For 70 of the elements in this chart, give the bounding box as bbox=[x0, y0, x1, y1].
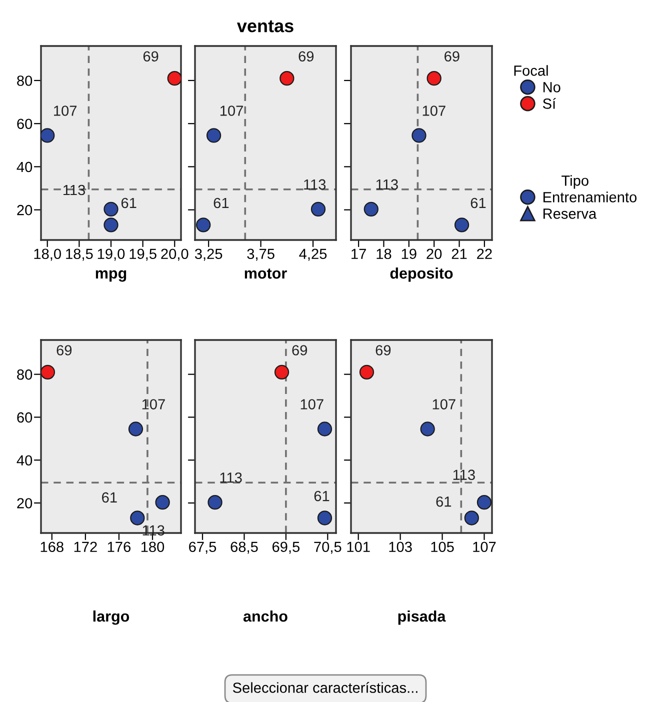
y-tick-label: 80 bbox=[17, 369, 32, 380]
x-tick-label: 68,5 bbox=[230, 542, 258, 554]
x-tick-label: 3,75 bbox=[247, 248, 274, 261]
text: Seleccionar características... bbox=[232, 682, 418, 693]
x-tick-label: 3,25 bbox=[194, 248, 222, 261]
x-tick-label: 69,5 bbox=[272, 542, 300, 554]
x-tick-label: 172 bbox=[74, 542, 97, 552]
text: Reserva bbox=[543, 208, 597, 219]
annotation: 113 bbox=[304, 179, 326, 190]
annotation: 61 bbox=[102, 492, 117, 503]
x-tick-label: 18,5 bbox=[66, 248, 93, 261]
x-tick-label: 4,25 bbox=[299, 248, 327, 261]
y-tick-label: 20 bbox=[17, 498, 32, 508]
x-axis-title: largo bbox=[93, 610, 130, 625]
y-tick-label: 60 bbox=[17, 118, 32, 130]
y-tick-label: 40 bbox=[16, 162, 32, 172]
x-tick-label: 19 bbox=[402, 248, 416, 260]
annotation: 107 bbox=[422, 106, 446, 116]
chart-title: ventas bbox=[236, 20, 294, 32]
x-tick-label: 105 bbox=[431, 542, 454, 552]
x-tick-label: 18,0 bbox=[34, 248, 61, 261]
y-tick-label: 80 bbox=[17, 76, 32, 86]
x-axis-title: motor bbox=[244, 268, 287, 279]
text: Entrenamiento bbox=[543, 192, 637, 202]
y-tick-label: 20 bbox=[17, 204, 32, 216]
annotation: 61 bbox=[436, 496, 452, 507]
x-tick-label: 107 bbox=[473, 542, 496, 552]
x-tick-label: 18 bbox=[376, 248, 392, 260]
annotation: 107 bbox=[300, 399, 324, 410]
annotation: 61 bbox=[214, 198, 229, 208]
x-axis-title: ancho bbox=[243, 610, 288, 622]
annotation: 61 bbox=[470, 198, 486, 208]
annotation: 69 bbox=[56, 345, 72, 356]
legend-label: Sí bbox=[542, 98, 556, 109]
x-tick-label: 168 bbox=[40, 542, 64, 552]
x-axis-title: mpg bbox=[96, 270, 126, 282]
annotation: 107 bbox=[54, 106, 77, 116]
annotation: 107 bbox=[220, 106, 243, 116]
annotation: 69 bbox=[376, 345, 391, 356]
x-tick-label: 22 bbox=[477, 248, 492, 259]
annotation: 107 bbox=[432, 399, 456, 410]
x-tick-label: 103 bbox=[389, 542, 412, 552]
legend-label: No bbox=[543, 82, 560, 92]
x-tick-label: 176 bbox=[108, 542, 130, 552]
annotation: 61 bbox=[314, 490, 330, 502]
y-tick-label: 40 bbox=[16, 455, 32, 466]
annotation: 61 bbox=[121, 198, 136, 208]
annotation: 69 bbox=[143, 51, 158, 62]
x-tick-label: 17 bbox=[352, 248, 366, 259]
x-axis-title: deposito bbox=[390, 267, 453, 282]
legend-title: Focal bbox=[514, 65, 548, 76]
annotation: 113 bbox=[453, 470, 475, 480]
x-tick-label: 20 bbox=[426, 248, 442, 260]
annotation: 69 bbox=[292, 345, 308, 356]
x-tick-label: 180 bbox=[141, 542, 164, 552]
x-tick-label: 67,5 bbox=[189, 542, 216, 554]
x-tick-label: 21 bbox=[452, 248, 467, 259]
legend-title: Tipo bbox=[562, 175, 588, 189]
x-tick-label: 19,5 bbox=[130, 248, 156, 261]
x-tick-label: 101 bbox=[347, 542, 370, 552]
annotation: 69 bbox=[298, 51, 314, 62]
x-tick-label: 20,0 bbox=[161, 248, 188, 261]
annotation: 69 bbox=[444, 51, 460, 62]
y-tick-label: 60 bbox=[17, 412, 32, 423]
x-tick-label: 19,0 bbox=[98, 248, 125, 261]
annotation: 113 bbox=[220, 472, 242, 483]
annotation: 107 bbox=[142, 399, 165, 410]
x-axis-title: pisada bbox=[398, 610, 446, 625]
x-tick-label: 70,5 bbox=[314, 542, 342, 554]
annotation: 113 bbox=[376, 179, 398, 190]
